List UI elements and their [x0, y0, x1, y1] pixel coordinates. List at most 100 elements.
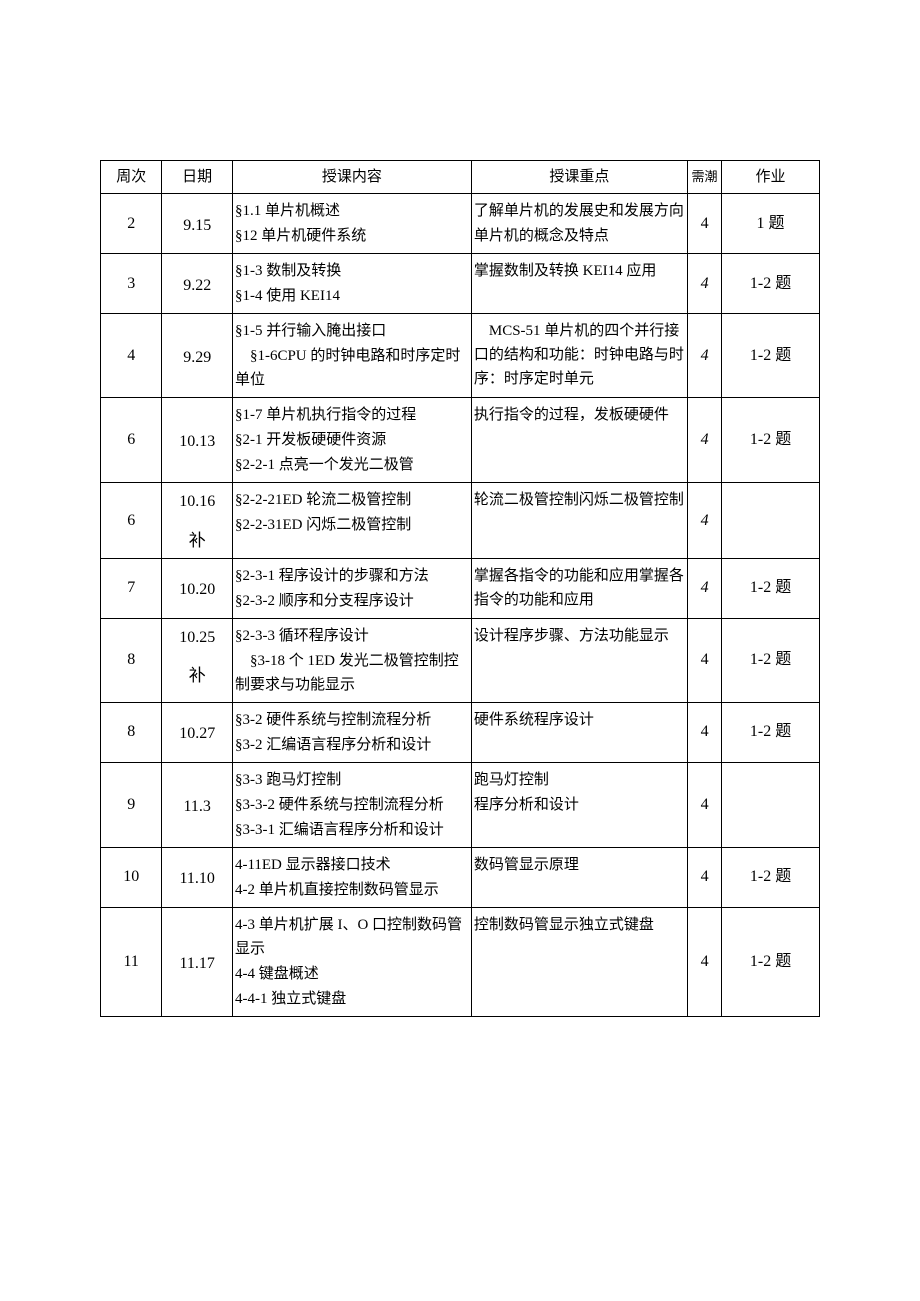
content-line: §1-4 使用 KEI14 [235, 284, 469, 308]
content-line: §3-2 硬件系统与控制流程分析 [235, 708, 469, 732]
cell-week: 8 [101, 618, 162, 702]
cell-homework: 1-2 题 [722, 702, 820, 762]
cell-date: 9.15 [162, 194, 233, 254]
content-line: 4-4 键盘概述 [235, 962, 469, 986]
cell-homework: 1 题 [722, 194, 820, 254]
content-line: §2-3-1 程序设计的步骤和方法 [235, 564, 469, 588]
content-line: §3-3-1 汇编语言程序分析和设计 [235, 818, 469, 842]
cell-content: 4-3 单片机扩展 I、O 口控制数码管显示4-4 键盘概述4-4-1 独立式键… [232, 907, 471, 1016]
cell-week: 2 [101, 194, 162, 254]
cell-hours: 4 [688, 254, 722, 314]
table-row: 911.3§3-3 跑马灯控制§3-3-2 硬件系统与控制流程分析§3-3-1 … [101, 762, 820, 847]
cell-focus: 了解单片机的发展史和发展方向单片机的概念及特点 [471, 194, 687, 254]
cell-date: 10.27 [162, 702, 233, 762]
content-line: 4-11ED 显示器接口技术 [235, 853, 469, 877]
focus-line: 单片机的概念及特点 [474, 224, 685, 248]
cell-week: 6 [101, 483, 162, 559]
table-row: 710.20§2-3-1 程序设计的步骤和方法§2-3-2 顺序和分支程序设计掌… [101, 558, 820, 618]
cell-week: 7 [101, 558, 162, 618]
cell-focus: 设计程序步骤、方法功能显示 [471, 618, 687, 702]
content-line: §2-3-2 顺序和分支程序设计 [235, 589, 469, 613]
cell-week: 9 [101, 762, 162, 847]
syllabus-table: 周次 日期 授课内容 授课重点 需潮 作业 29.15§1.1 单片机概述§12… [100, 160, 820, 1017]
cell-date: 10.16补 [162, 483, 233, 559]
focus-line: 硬件系统程序设计 [474, 708, 685, 732]
focus-line: 数码管显示原理 [474, 853, 685, 877]
cell-week: 10 [101, 847, 162, 907]
content-line: §3-3-2 硬件系统与控制流程分析 [235, 793, 469, 817]
focus-line: 掌握数制及转换 KEI14 应用 [474, 259, 685, 283]
header-homework: 作业 [722, 161, 820, 194]
cell-homework: 1-2 题 [722, 254, 820, 314]
cell-content: §2-3-1 程序设计的步骤和方法§2-3-2 顺序和分支程序设计 [232, 558, 471, 618]
cell-focus: 轮流二极管控制闪烁二极管控制 [471, 483, 687, 559]
focus-line: 执行指令的过程，发板硬硬件 [474, 403, 685, 427]
cell-content: §1-3 数制及转换§1-4 使用 KEI14 [232, 254, 471, 314]
content-line: 4-4-1 独立式键盘 [235, 987, 469, 1011]
header-hours: 需潮 [688, 161, 722, 194]
cell-hours: 4 [688, 618, 722, 702]
content-line: §1-5 并行输入腌出接口 [235, 319, 469, 343]
cell-focus: 硬件系统程序设计 [471, 702, 687, 762]
table-row: 39.22§1-3 数制及转换§1-4 使用 KEI14掌握数制及转换 KEI1… [101, 254, 820, 314]
cell-content: §2-2-21ED 轮流二极管控制§2-2-31ED 闪烁二极管控制 [232, 483, 471, 559]
focus-line: 跑马灯控制 [474, 768, 685, 792]
cell-focus: 控制数码管显示独立式键盘 [471, 907, 687, 1016]
focus-line: 了解单片机的发展史和发展方向 [474, 199, 685, 223]
content-line: §2-3-3 循环程序设计 [235, 624, 469, 648]
cell-date: 11.3 [162, 762, 233, 847]
content-line: §2-2-1 点亮一个发光二极管 [235, 453, 469, 477]
cell-date: 10.20 [162, 558, 233, 618]
cell-content: §1-7 单片机执行指令的过程§2-1 开发板硬硬件资源§2-2-1 点亮一个发… [232, 398, 471, 483]
content-line: §2-2-31ED 闪烁二极管控制 [235, 513, 469, 537]
header-focus: 授课重点 [471, 161, 687, 194]
cell-week: 4 [101, 314, 162, 398]
cell-week: 6 [101, 398, 162, 483]
cell-hours: 4 [688, 847, 722, 907]
cell-homework: 1-2 题 [722, 618, 820, 702]
cell-focus: 跑马灯控制程序分析和设计 [471, 762, 687, 847]
cell-content: §2-3-3 循环程序设计 §3-18 个 1ED 发光二极管控制控制要求与功能… [232, 618, 471, 702]
content-line: §3-3 跑马灯控制 [235, 768, 469, 792]
content-line: §2-2-21ED 轮流二极管控制 [235, 488, 469, 512]
table-row: 1011.104-11ED 显示器接口技术4-2 单片机直接控制数码管显示数码管… [101, 847, 820, 907]
cell-date: 9.29 [162, 314, 233, 398]
content-line: 4-3 单片机扩展 I、O 口控制数码管显示 [235, 913, 469, 961]
cell-homework [722, 483, 820, 559]
focus-line: 掌握各指令的功能和应用掌握各指令的功能和应用 [474, 564, 685, 612]
header-row: 周次 日期 授课内容 授课重点 需潮 作业 [101, 161, 820, 194]
cell-hours: 4 [688, 558, 722, 618]
cell-hours: 4 [688, 762, 722, 847]
cell-content: 4-11ED 显示器接口技术4-2 单片机直接控制数码管显示 [232, 847, 471, 907]
cell-focus: 掌握各指令的功能和应用掌握各指令的功能和应用 [471, 558, 687, 618]
cell-focus: 掌握数制及转换 KEI14 应用 [471, 254, 687, 314]
cell-homework: 1-2 题 [722, 558, 820, 618]
content-line: §2-1 开发板硬硬件资源 [235, 428, 469, 452]
focus-line: 轮流二极管控制闪烁二极管控制 [474, 488, 685, 512]
focus-line: 设计程序步骤、方法功能显示 [474, 624, 685, 648]
cell-date: 11.10 [162, 847, 233, 907]
content-line: §1-7 单片机执行指令的过程 [235, 403, 469, 427]
cell-content: §3-2 硬件系统与控制流程分析§3-2 汇编语言程序分析和设计 [232, 702, 471, 762]
content-line: §1.1 单片机概述 [235, 199, 469, 223]
cell-content: §1.1 单片机概述§12 单片机硬件系统 [232, 194, 471, 254]
content-line: §3-18 个 1ED 发光二极管控制控制要求与功能显示 [235, 649, 469, 697]
header-date: 日期 [162, 161, 233, 194]
cell-hours: 4 [688, 314, 722, 398]
cell-content: §3-3 跑马灯控制§3-3-2 硬件系统与控制流程分析§3-3-1 汇编语言程… [232, 762, 471, 847]
cell-date: 10.25补 [162, 618, 233, 702]
focus-line: 程序分析和设计 [474, 793, 685, 817]
cell-date: 9.22 [162, 254, 233, 314]
content-line: 4-2 单片机直接控制数码管显示 [235, 878, 469, 902]
header-content: 授课内容 [232, 161, 471, 194]
table-row: 610.13§1-7 单片机执行指令的过程§2-1 开发板硬硬件资源§2-2-1… [101, 398, 820, 483]
cell-hours: 4 [688, 194, 722, 254]
focus-line: 控制数码管显示独立式键盘 [474, 913, 685, 937]
table-row: 29.15§1.1 单片机概述§12 单片机硬件系统了解单片机的发展史和发展方向… [101, 194, 820, 254]
cell-week: 11 [101, 907, 162, 1016]
table-row: 810.27§3-2 硬件系统与控制流程分析§3-2 汇编语言程序分析和设计硬件… [101, 702, 820, 762]
cell-content: §1-5 并行输入腌出接口 §1-6CPU 的时钟电路和时序定时单位 [232, 314, 471, 398]
cell-homework: 1-2 题 [722, 398, 820, 483]
cell-homework [722, 762, 820, 847]
cell-focus: 执行指令的过程，发板硬硬件 [471, 398, 687, 483]
